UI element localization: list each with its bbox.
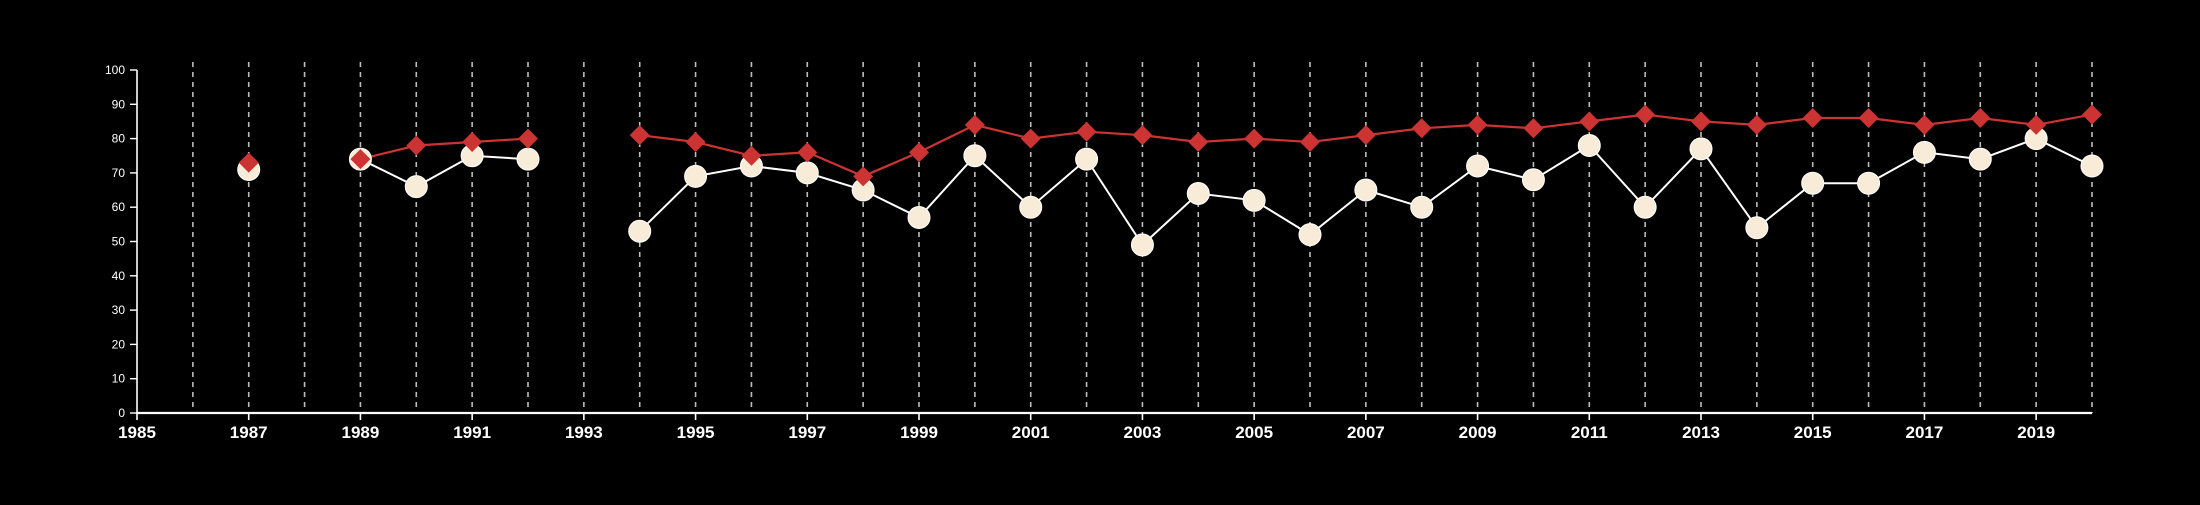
cream-point-1994	[628, 219, 652, 243]
axes: 0 10 20 30 40 50 60 70 80 90 100 1985 1987 1989 1991 19…	[105, 63, 2092, 442]
cream-point-2004	[1186, 181, 1210, 205]
cream-point-2002	[1075, 147, 1099, 171]
red-point-2017	[1914, 114, 1935, 135]
red-point-2015	[1802, 108, 1823, 129]
cream-point-2006	[1298, 223, 1322, 247]
cream-point-2005	[1242, 188, 1266, 212]
y-tick-label-20: 20	[112, 337, 126, 351]
red-point-1997	[797, 142, 818, 163]
red-point-2018	[1970, 108, 1991, 129]
cream-point-2017	[1912, 140, 1936, 164]
cream-point-2015	[1801, 171, 1825, 195]
red-point-2016	[1858, 108, 1879, 129]
red-point-2004	[1188, 132, 1209, 153]
cream-point-1990	[404, 175, 428, 199]
cream-point-2010	[1521, 168, 1545, 192]
x-tick-label-1993: 1993	[565, 423, 603, 442]
x-tick-label-2015: 2015	[1794, 423, 1832, 442]
red-point-1987	[238, 152, 259, 173]
y-tick-label-0: 0	[118, 406, 125, 420]
series-cream-line-1	[359, 154, 529, 188]
x-tick-label-1997: 1997	[788, 423, 826, 442]
red-point-1996	[741, 145, 762, 166]
y-tick-label-80: 80	[112, 132, 126, 146]
cream-point-2012	[1633, 195, 1657, 219]
red-point-2003	[1132, 125, 1153, 146]
red-point-2014	[1746, 114, 1767, 135]
y-tick-label-40: 40	[112, 269, 126, 283]
cream-point-2011	[1577, 133, 1601, 157]
red-point-1995	[685, 132, 706, 153]
red-point-2013	[1691, 111, 1711, 132]
series-markers	[237, 104, 2104, 257]
x-tick-label-2011: 2011	[1571, 423, 1608, 442]
cream-point-2018	[1968, 147, 1992, 171]
cream-point-2016	[1857, 171, 1881, 195]
y-tick-label-30: 30	[112, 303, 126, 317]
red-point-1999	[909, 142, 929, 163]
cream-point-2000	[963, 144, 987, 168]
red-point-1992	[518, 128, 538, 149]
red-point-2019	[2026, 114, 2047, 135]
y-tick-label-10: 10	[112, 372, 126, 386]
x-tick-label-2001: 2001	[1012, 423, 1050, 442]
x-tick-label-1999: 1999	[900, 423, 938, 442]
x-tick-label-2007: 2007	[1347, 423, 1385, 442]
series-red-line-1	[360, 137, 529, 161]
red-point-2005	[1244, 128, 1265, 149]
cream-point-1999	[907, 205, 931, 229]
cream-point-2007	[1354, 178, 1378, 202]
cream-point-2009	[1466, 154, 1490, 178]
x-tick-label-2005: 2005	[1235, 423, 1273, 442]
y-tick-label-70: 70	[112, 166, 126, 180]
cream-point-2014	[1745, 216, 1769, 240]
cream-point-2020	[2080, 154, 2104, 178]
x-tick-label-1987: 1987	[230, 423, 268, 442]
red-point-2009	[1467, 114, 1488, 135]
x-tick-label-2019: 2019	[2017, 423, 2055, 442]
red-point-1991	[462, 132, 483, 153]
red-point-1998	[853, 166, 874, 187]
red-point-2010	[1523, 118, 1544, 139]
x-tick-label-1991: 1991	[453, 423, 491, 442]
x-tick-label-1989: 1989	[342, 423, 380, 442]
red-point-2002	[1076, 121, 1097, 142]
red-point-2012	[1635, 104, 1656, 125]
cream-point-1995	[684, 164, 708, 188]
cream-point-2013	[1689, 137, 1713, 161]
red-point-2011	[1579, 111, 1600, 132]
x-tick-label-1985: 1985	[118, 423, 156, 442]
x-tick-label-2017: 2017	[1906, 423, 1944, 442]
x-tick-label-2013: 2013	[1682, 423, 1720, 442]
cream-point-2001	[1019, 195, 1043, 219]
red-point-2006	[1300, 132, 1320, 153]
cream-point-1992	[516, 147, 540, 171]
cream-point-1997	[795, 161, 819, 185]
red-point-2008	[1411, 118, 1432, 139]
x-tick-label-1995: 1995	[677, 423, 715, 442]
red-point-2001	[1020, 128, 1041, 149]
y-tick-label-90: 90	[112, 97, 126, 111]
red-point-2000	[964, 114, 985, 135]
x-tick-label-2009: 2009	[1459, 423, 1497, 442]
y-tick-label-100: 100	[105, 63, 125, 77]
x-tick-label-2003: 2003	[1124, 423, 1162, 442]
series-lines	[359, 113, 2093, 247]
y-tick-label-60: 60	[112, 200, 126, 214]
cream-point-2003	[1130, 233, 1154, 257]
red-point-1990	[406, 135, 427, 156]
red-point-1994	[629, 125, 650, 146]
red-point-2020	[2082, 104, 2102, 125]
cream-point-2008	[1410, 195, 1434, 219]
grid-lines	[192, 62, 2093, 413]
y-tick-label-50: 50	[112, 235, 126, 249]
red-point-1989	[350, 149, 371, 170]
red-point-2007	[1355, 125, 1376, 146]
